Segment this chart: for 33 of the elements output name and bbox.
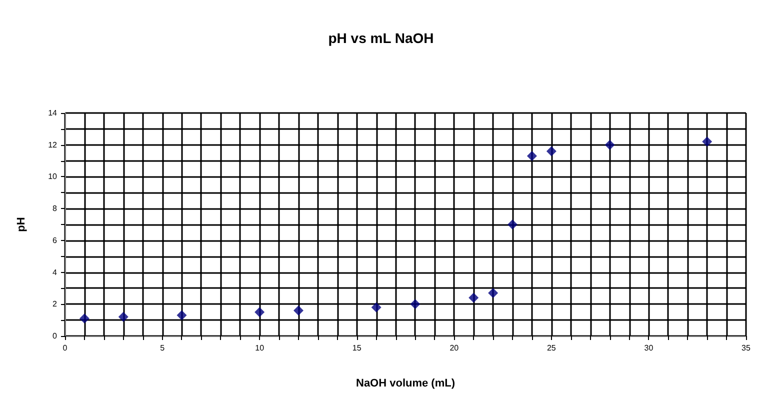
point (176, 310, 187, 320)
point (118, 312, 128, 322)
y-tick-label: 6 (52, 236, 58, 245)
x-axis-title: NaOH volume (mL) (356, 378, 456, 390)
x-tick-label: 15 (352, 344, 362, 352)
point (371, 302, 382, 312)
x-tick-label: 25 (546, 344, 556, 352)
point (526, 151, 537, 162)
point (293, 306, 304, 316)
y-tick-label: 14 (48, 108, 58, 118)
point (79, 313, 90, 324)
y-tick-label: 10 (48, 172, 58, 182)
chart-title: pH vs mL NaOH (328, 30, 434, 46)
x-tick-label: 35 (742, 344, 751, 352)
point (508, 220, 518, 230)
point (702, 136, 712, 147)
x-tick-label: 10 (255, 344, 265, 352)
x-tick-label: 0 (62, 344, 68, 352)
point (410, 299, 420, 310)
y-tick-label: 4 (52, 268, 58, 277)
y-tick-label: 12 (48, 140, 58, 150)
point (468, 292, 479, 303)
y-tick-label: 0 (52, 332, 58, 340)
x-tick-label: 5 (160, 344, 166, 352)
x-tick-label: 30 (644, 344, 654, 352)
point (254, 307, 265, 318)
point (604, 140, 615, 150)
x-tick-label: 20 (450, 344, 460, 352)
point (546, 146, 556, 156)
y-tick-label: 2 (52, 300, 58, 309)
y-axis-title: pH (16, 217, 28, 232)
y-tick-label: 8 (52, 204, 58, 214)
point (488, 288, 498, 298)
